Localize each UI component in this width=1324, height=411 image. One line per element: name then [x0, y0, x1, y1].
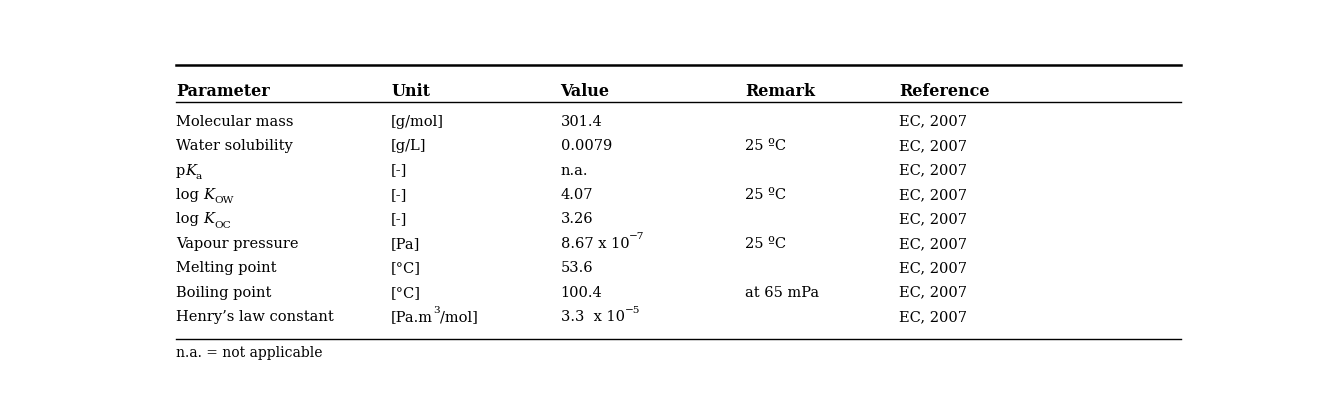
Text: /mol]: /mol] — [440, 310, 478, 324]
Text: EC, 2007: EC, 2007 — [899, 212, 967, 226]
Text: a: a — [196, 172, 203, 181]
Text: 8.67 x 10: 8.67 x 10 — [560, 237, 629, 251]
Text: [Pa]: [Pa] — [392, 237, 421, 251]
Text: n.a.: n.a. — [560, 164, 588, 178]
Text: Unit: Unit — [392, 83, 430, 99]
Text: [g/L]: [g/L] — [392, 139, 426, 153]
Text: Reference: Reference — [899, 83, 989, 99]
Text: K: K — [185, 164, 196, 178]
Text: log: log — [176, 188, 204, 202]
Text: p: p — [176, 164, 185, 178]
Text: Remark: Remark — [745, 83, 816, 99]
Text: Value: Value — [560, 83, 609, 99]
Text: EC, 2007: EC, 2007 — [899, 261, 967, 275]
Text: [-]: [-] — [392, 164, 408, 178]
Text: [°C]: [°C] — [392, 261, 421, 275]
Text: 0.0079: 0.0079 — [560, 139, 612, 153]
Text: 4.07: 4.07 — [560, 188, 593, 202]
Text: EC, 2007: EC, 2007 — [899, 188, 967, 202]
Text: [-]: [-] — [392, 212, 408, 226]
Text: OW: OW — [214, 196, 233, 205]
Text: 53.6: 53.6 — [560, 261, 593, 275]
Text: 301.4: 301.4 — [560, 115, 602, 129]
Text: −7: −7 — [629, 232, 645, 241]
Text: Henry’s law constant: Henry’s law constant — [176, 310, 334, 324]
Text: [-]: [-] — [392, 188, 408, 202]
Text: 3.3  x 10: 3.3 x 10 — [560, 310, 625, 324]
Text: 25 ºC: 25 ºC — [745, 188, 786, 202]
Text: at 65 mPa: at 65 mPa — [745, 286, 820, 300]
Text: Parameter: Parameter — [176, 83, 270, 99]
Text: EC, 2007: EC, 2007 — [899, 139, 967, 153]
Text: EC, 2007: EC, 2007 — [899, 164, 967, 178]
Text: Molecular mass: Molecular mass — [176, 115, 293, 129]
Text: [Pa.m: [Pa.m — [392, 310, 433, 324]
Text: 25 ºC: 25 ºC — [745, 237, 786, 251]
Text: EC, 2007: EC, 2007 — [899, 237, 967, 251]
Text: Melting point: Melting point — [176, 261, 277, 275]
Text: [g/mol]: [g/mol] — [392, 115, 445, 129]
Text: 25 ºC: 25 ºC — [745, 139, 786, 153]
Text: EC, 2007: EC, 2007 — [899, 286, 967, 300]
Text: EC, 2007: EC, 2007 — [899, 310, 967, 324]
Text: Water solubility: Water solubility — [176, 139, 293, 153]
Text: [°C]: [°C] — [392, 286, 421, 300]
Text: K: K — [204, 188, 214, 202]
Text: log: log — [176, 212, 204, 226]
Text: OC: OC — [214, 221, 230, 230]
Text: K: K — [204, 212, 214, 226]
Text: 3: 3 — [433, 306, 440, 315]
Text: EC, 2007: EC, 2007 — [899, 115, 967, 129]
Text: −5: −5 — [625, 306, 639, 315]
Text: 3.26: 3.26 — [560, 212, 593, 226]
Text: n.a. = not applicable: n.a. = not applicable — [176, 346, 322, 360]
Text: Vapour pressure: Vapour pressure — [176, 237, 298, 251]
Text: 100.4: 100.4 — [560, 286, 602, 300]
Text: Boiling point: Boiling point — [176, 286, 271, 300]
